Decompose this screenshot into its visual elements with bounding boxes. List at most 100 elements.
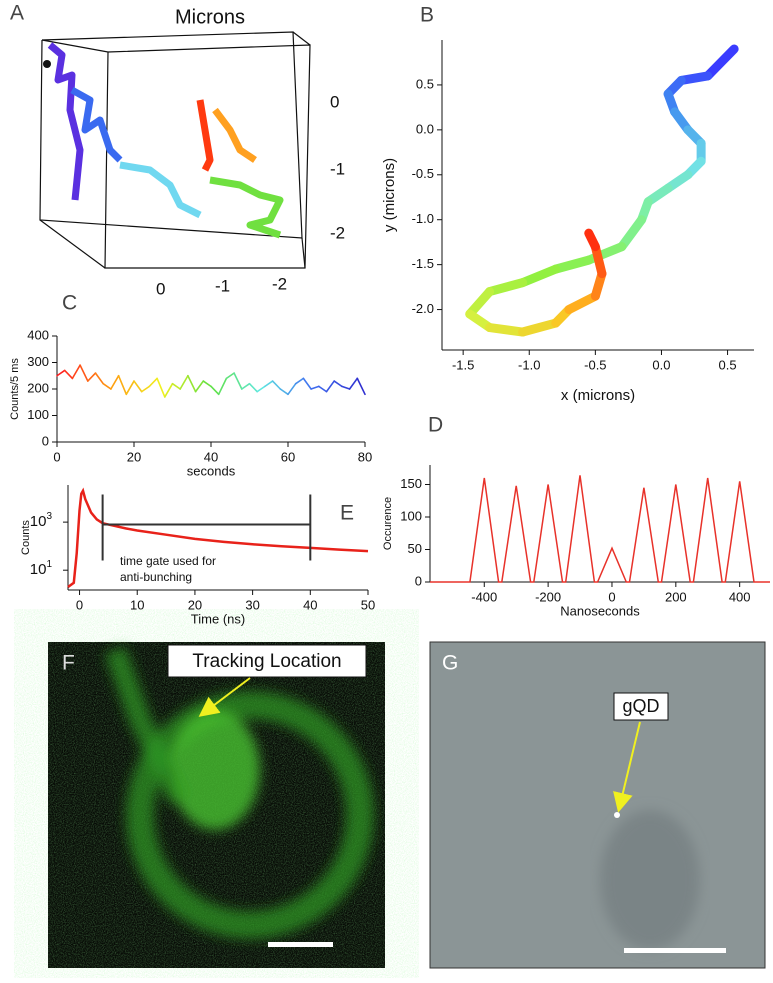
x-tick-label: 20 [127, 449, 141, 464]
axis-label: -2 [272, 274, 287, 293]
axis-label: -1 [215, 276, 230, 295]
axis-label: -2 [330, 223, 345, 242]
panel-letter: C [62, 292, 77, 315]
trajectory-segment [202, 380, 212, 388]
trajectory-segment [465, 287, 495, 319]
trajectory-segment [564, 291, 600, 315]
cell-shadow [600, 810, 700, 950]
tick-base: 10 [30, 561, 47, 578]
x-tick-label: 200 [665, 589, 687, 604]
tick-exponent: 1 [46, 559, 52, 570]
annotation: time gate used for [120, 554, 216, 568]
trajectory-segment [71, 364, 81, 380]
trajectory-segment [271, 380, 282, 390]
data-line [67, 487, 369, 589]
panel-letter: G [442, 652, 458, 675]
scale-bar [268, 942, 333, 947]
trajectory-segment [140, 385, 151, 393]
trajectory-segment [310, 385, 320, 390]
x-tick-label: 0.0 [652, 357, 670, 372]
trajectory-segment [133, 380, 143, 393]
trajectory-segment [356, 377, 366, 396]
y-tick-label: -1.5 [412, 256, 434, 271]
trajectory-segment [179, 374, 189, 390]
panel-letter: A [10, 2, 24, 25]
box-3d [39, 31, 311, 269]
trajectory-segment [348, 377, 359, 390]
trajectory-segment [302, 377, 312, 390]
x-tick-label: 80 [358, 449, 372, 464]
trajectory-segment [703, 44, 739, 81]
trajectory-segment [256, 385, 266, 393]
trajectory-segment [194, 380, 205, 393]
trajectory-segment [102, 382, 112, 390]
trajectory-segment [341, 385, 351, 390]
trajectory-segment [187, 374, 197, 393]
x-tick-label: 0 [76, 597, 83, 612]
y-tick-label: 103 [30, 511, 53, 530]
y-tick-label: 100 [400, 508, 422, 523]
trajectory-segment [551, 255, 594, 274]
x-tick-label: 60 [281, 449, 295, 464]
trajectory-segment [125, 380, 135, 396]
y-tick-label: 400 [27, 327, 49, 342]
y-tick-label: 0.5 [416, 76, 434, 91]
trajectory-segment [317, 385, 328, 393]
panel-letter: E [340, 502, 354, 525]
trajectory-segment [94, 372, 104, 385]
x-tick-label: 0 [53, 449, 60, 464]
trajectory-segment [87, 372, 97, 382]
x-axis-label: Time (ns) [191, 611, 245, 626]
panel-f-label: Tracking Location [192, 651, 341, 672]
y-tick-label: 100 [27, 407, 49, 422]
x-tick-label: 40 [204, 449, 218, 464]
trajectory-segment [217, 377, 228, 396]
y-tick-label: -1.0 [412, 211, 434, 226]
trajectory-segment [325, 380, 336, 393]
trajectory-segment [63, 369, 74, 380]
x-tick-label: 40 [303, 597, 317, 612]
trajectory-segment [148, 377, 158, 388]
x-tick-label: -0.5 [584, 357, 606, 372]
panel-f: F Tracking Location [48, 642, 385, 968]
trajectory-segment [79, 364, 89, 382]
trajectory-segment [171, 382, 181, 390]
trajectory-3d [47, 42, 284, 239]
y-tick-label: 50 [408, 541, 422, 556]
y-tick-label: 200 [27, 380, 49, 395]
trajectory-segment [156, 377, 166, 398]
panel-letter: D [428, 414, 443, 437]
x-tick-label: 20 [188, 597, 202, 612]
x-tick-label: 0.5 [719, 357, 737, 372]
y-axis-label: Counts/5 ms [9, 358, 21, 420]
x-tick-label: 50 [361, 597, 375, 612]
gqd-spot [614, 812, 620, 818]
y-axis-label: Occurence [382, 497, 394, 550]
trajectory-segment [241, 382, 251, 390]
trajectory-segment [210, 385, 220, 396]
y-tick-label: -0.5 [412, 166, 434, 181]
x-tick-label: -1.5 [452, 357, 474, 372]
panel-letter: F [62, 652, 75, 675]
x-tick-label: -1.0 [518, 357, 540, 372]
trajectory-segment [248, 382, 259, 393]
cell-signal [104, 646, 374, 939]
y-axis-label: Counts [20, 520, 32, 555]
label-box [167, 644, 367, 678]
trajectory-segment [110, 374, 120, 390]
trajectory-segment [117, 374, 128, 396]
trajectory-segment [279, 388, 289, 396]
panel-a-title: Microns [175, 6, 245, 28]
y-tick-label: 150 [400, 476, 422, 491]
trajectory-segment [294, 377, 305, 385]
tick-exponent: 3 [46, 511, 52, 522]
trajectory-segment [164, 382, 174, 398]
trajectory-segment [56, 369, 66, 377]
data-line [430, 475, 770, 583]
panel-g: G gQD [429, 641, 766, 969]
x-axis-label: Nanoseconds [560, 603, 640, 618]
x-tick-label: -400 [471, 589, 497, 604]
trajectory-segment [264, 380, 274, 388]
arrow [198, 677, 251, 717]
tick-base: 10 [30, 513, 47, 530]
